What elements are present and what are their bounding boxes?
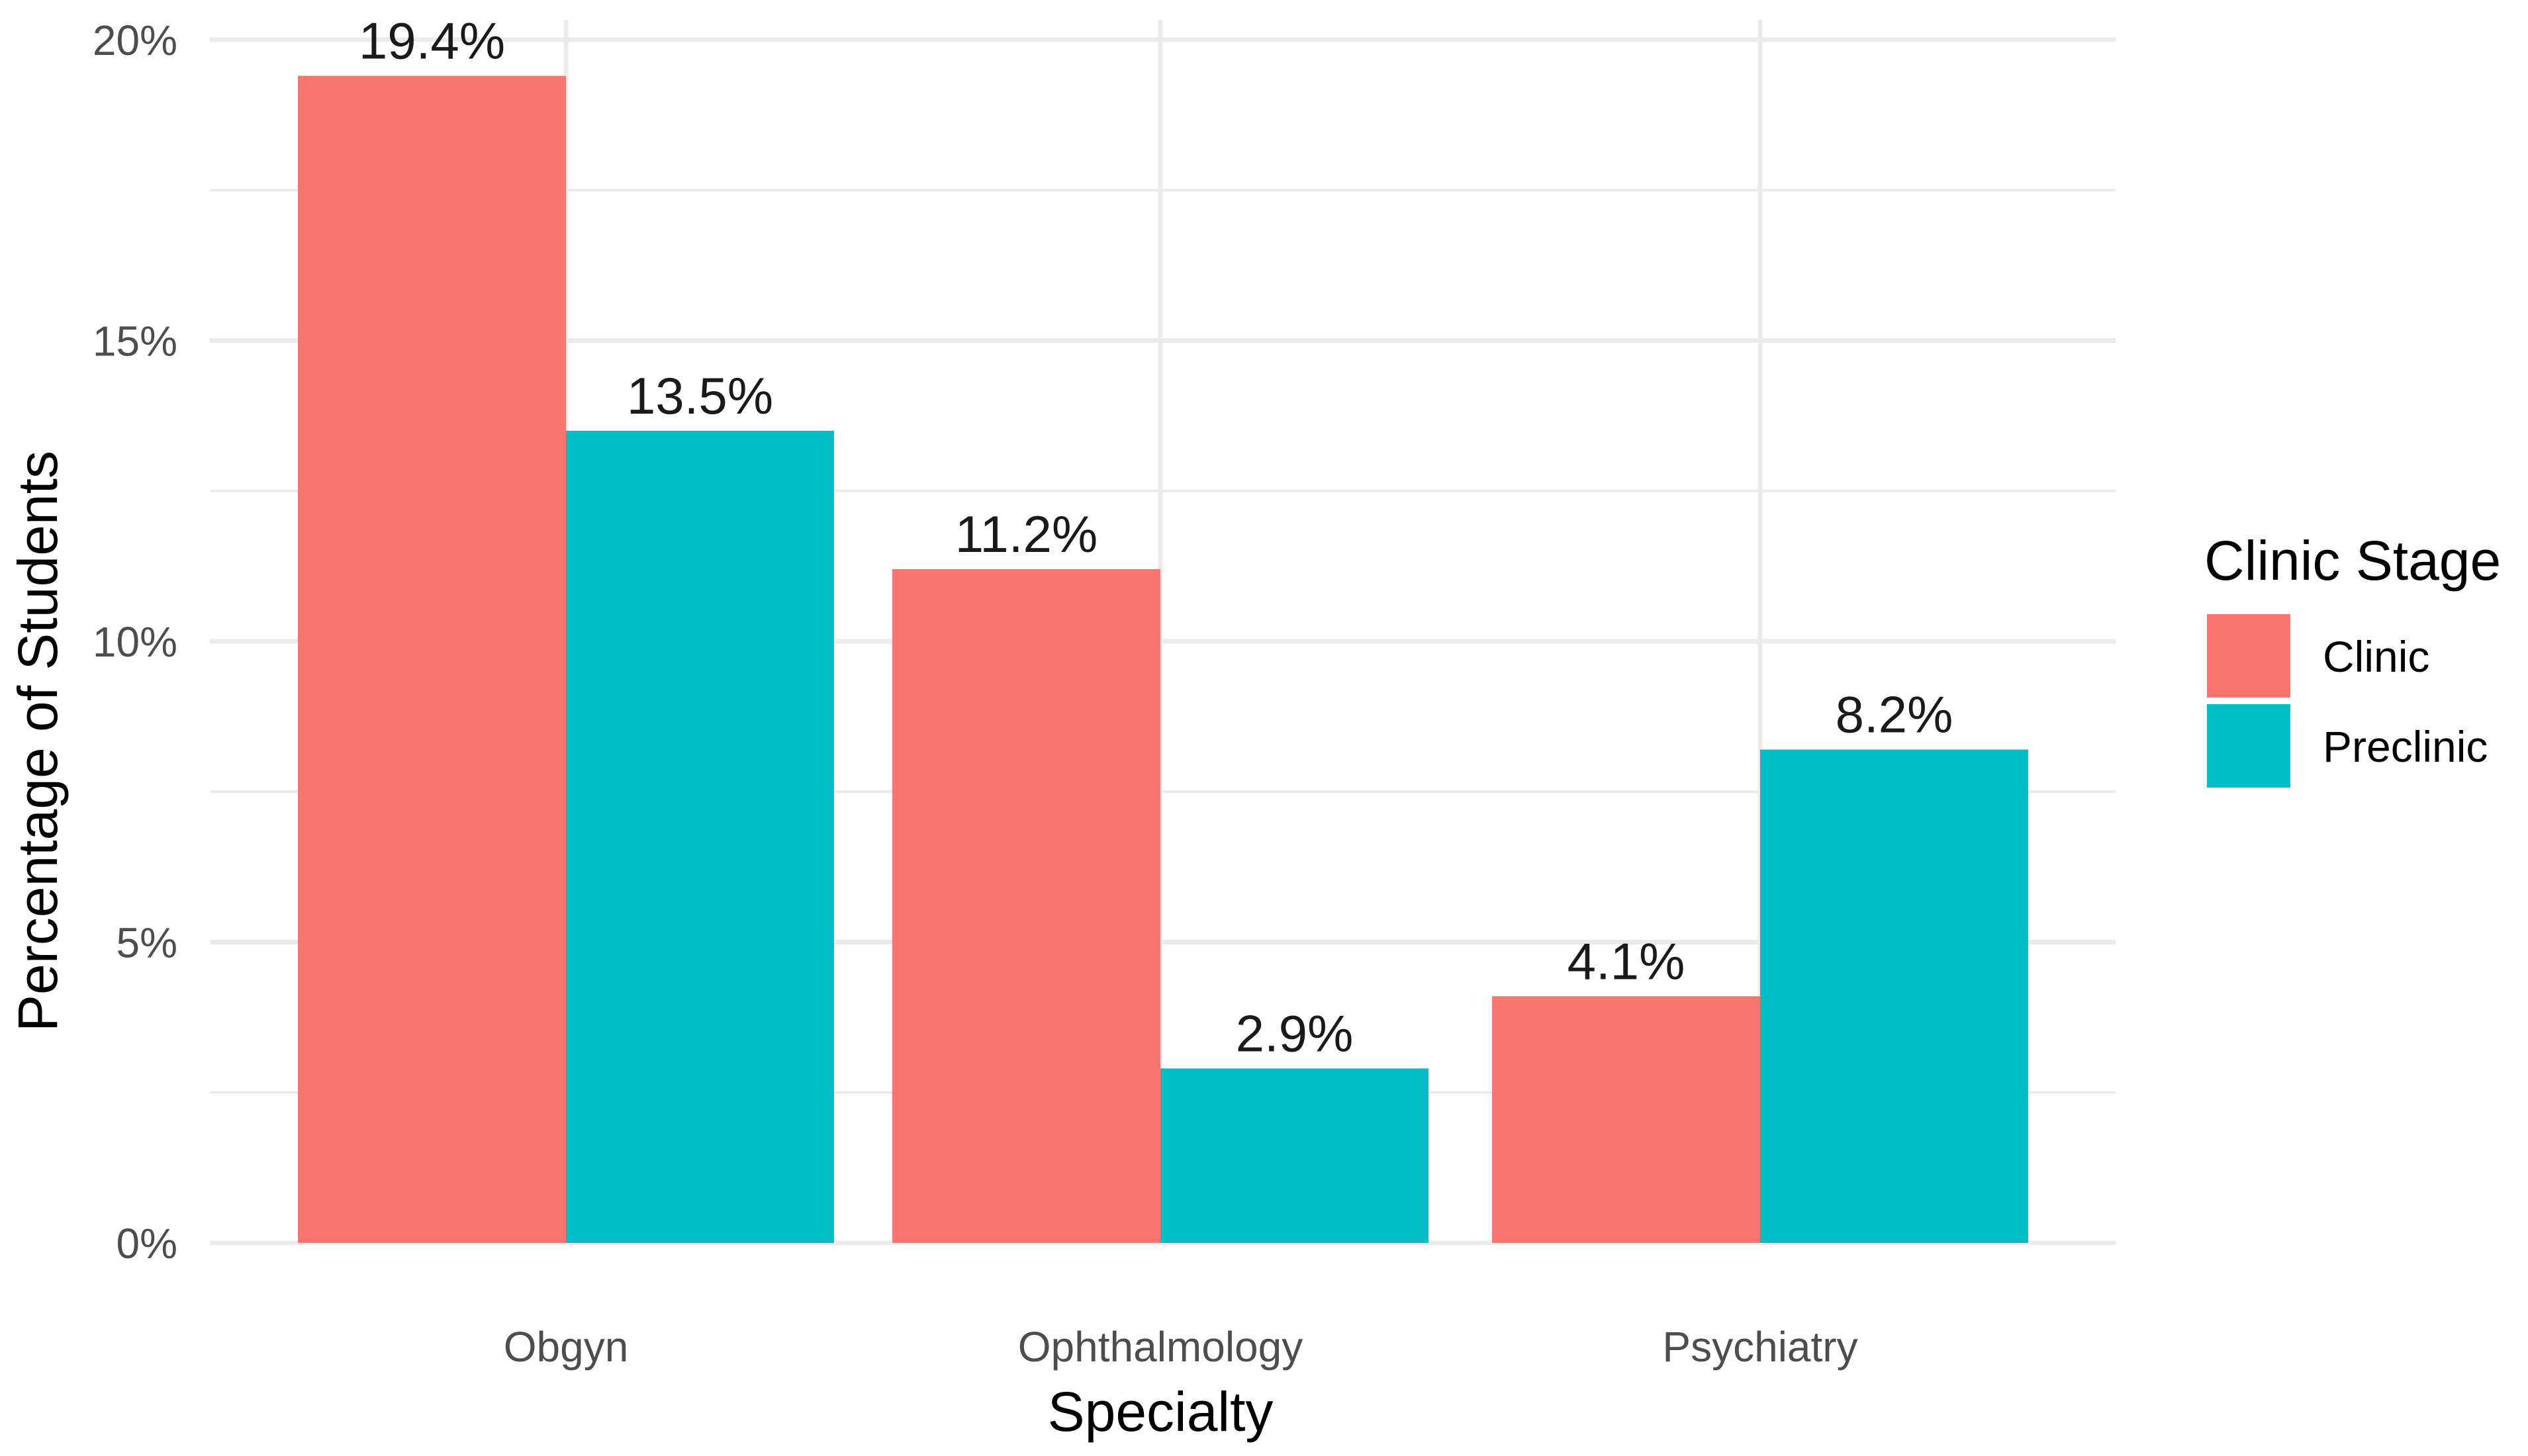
legend-label-preclinic: Preclinic: [2323, 722, 2488, 771]
bar-obgyn-preclinic: [566, 430, 834, 1243]
data-label-ophthalmology-clinic: 11.2%: [955, 505, 1098, 563]
legend-label-clinic: Clinic: [2323, 632, 2429, 681]
y-tick-label: 0%: [117, 1220, 178, 1267]
data-label-ophthalmology-preclinic: 2.9%: [1236, 1004, 1354, 1062]
x-axis-title: Specialty: [1048, 1381, 1274, 1443]
legend: Clinic Stage Clinic Preclinic: [2204, 529, 2501, 788]
bar-psychiatry-clinic: [1492, 996, 1760, 1243]
bar-obgyn-clinic: [298, 75, 566, 1243]
legend-key-preclinic: [2207, 704, 2290, 788]
data-label-obgyn-preclinic: 13.5%: [627, 367, 773, 425]
bar-ophthalmology-clinic: [892, 569, 1160, 1243]
y-tick-label: 15%: [93, 318, 177, 365]
y-tick-label: 5%: [117, 919, 178, 967]
x-tick-label: Obgyn: [504, 1323, 629, 1371]
data-labels-layer: 19.4% 13.5% 11.2% 2.9% 4.1% 8.2%: [359, 12, 1953, 1063]
y-axis-title: Percentage of Students: [7, 451, 69, 1032]
legend-key-clinic: [2207, 614, 2290, 698]
legend-title: Clinic Stage: [2204, 529, 2501, 592]
bar-psychiatry-preclinic: [1760, 749, 2028, 1243]
y-tick-label: 10%: [93, 618, 177, 666]
data-label-obgyn-clinic: 19.4%: [359, 12, 505, 70]
y-axis-ticks: 0% 5% 10% 15% 20%: [93, 17, 177, 1267]
y-tick-label: 20%: [93, 17, 177, 64]
x-axis-ticks: Obgyn Ophthalmology Psychiatry: [504, 1323, 1858, 1371]
x-tick-label: Ophthalmology: [1018, 1323, 1303, 1371]
data-label-psychiatry-clinic: 4.1%: [1568, 932, 1685, 990]
bars-layer: [298, 75, 2028, 1243]
x-tick-label: Psychiatry: [1662, 1323, 1857, 1371]
data-label-psychiatry-preclinic: 8.2%: [1836, 686, 1953, 744]
bar-ophthalmology-preclinic: [1160, 1068, 1428, 1243]
